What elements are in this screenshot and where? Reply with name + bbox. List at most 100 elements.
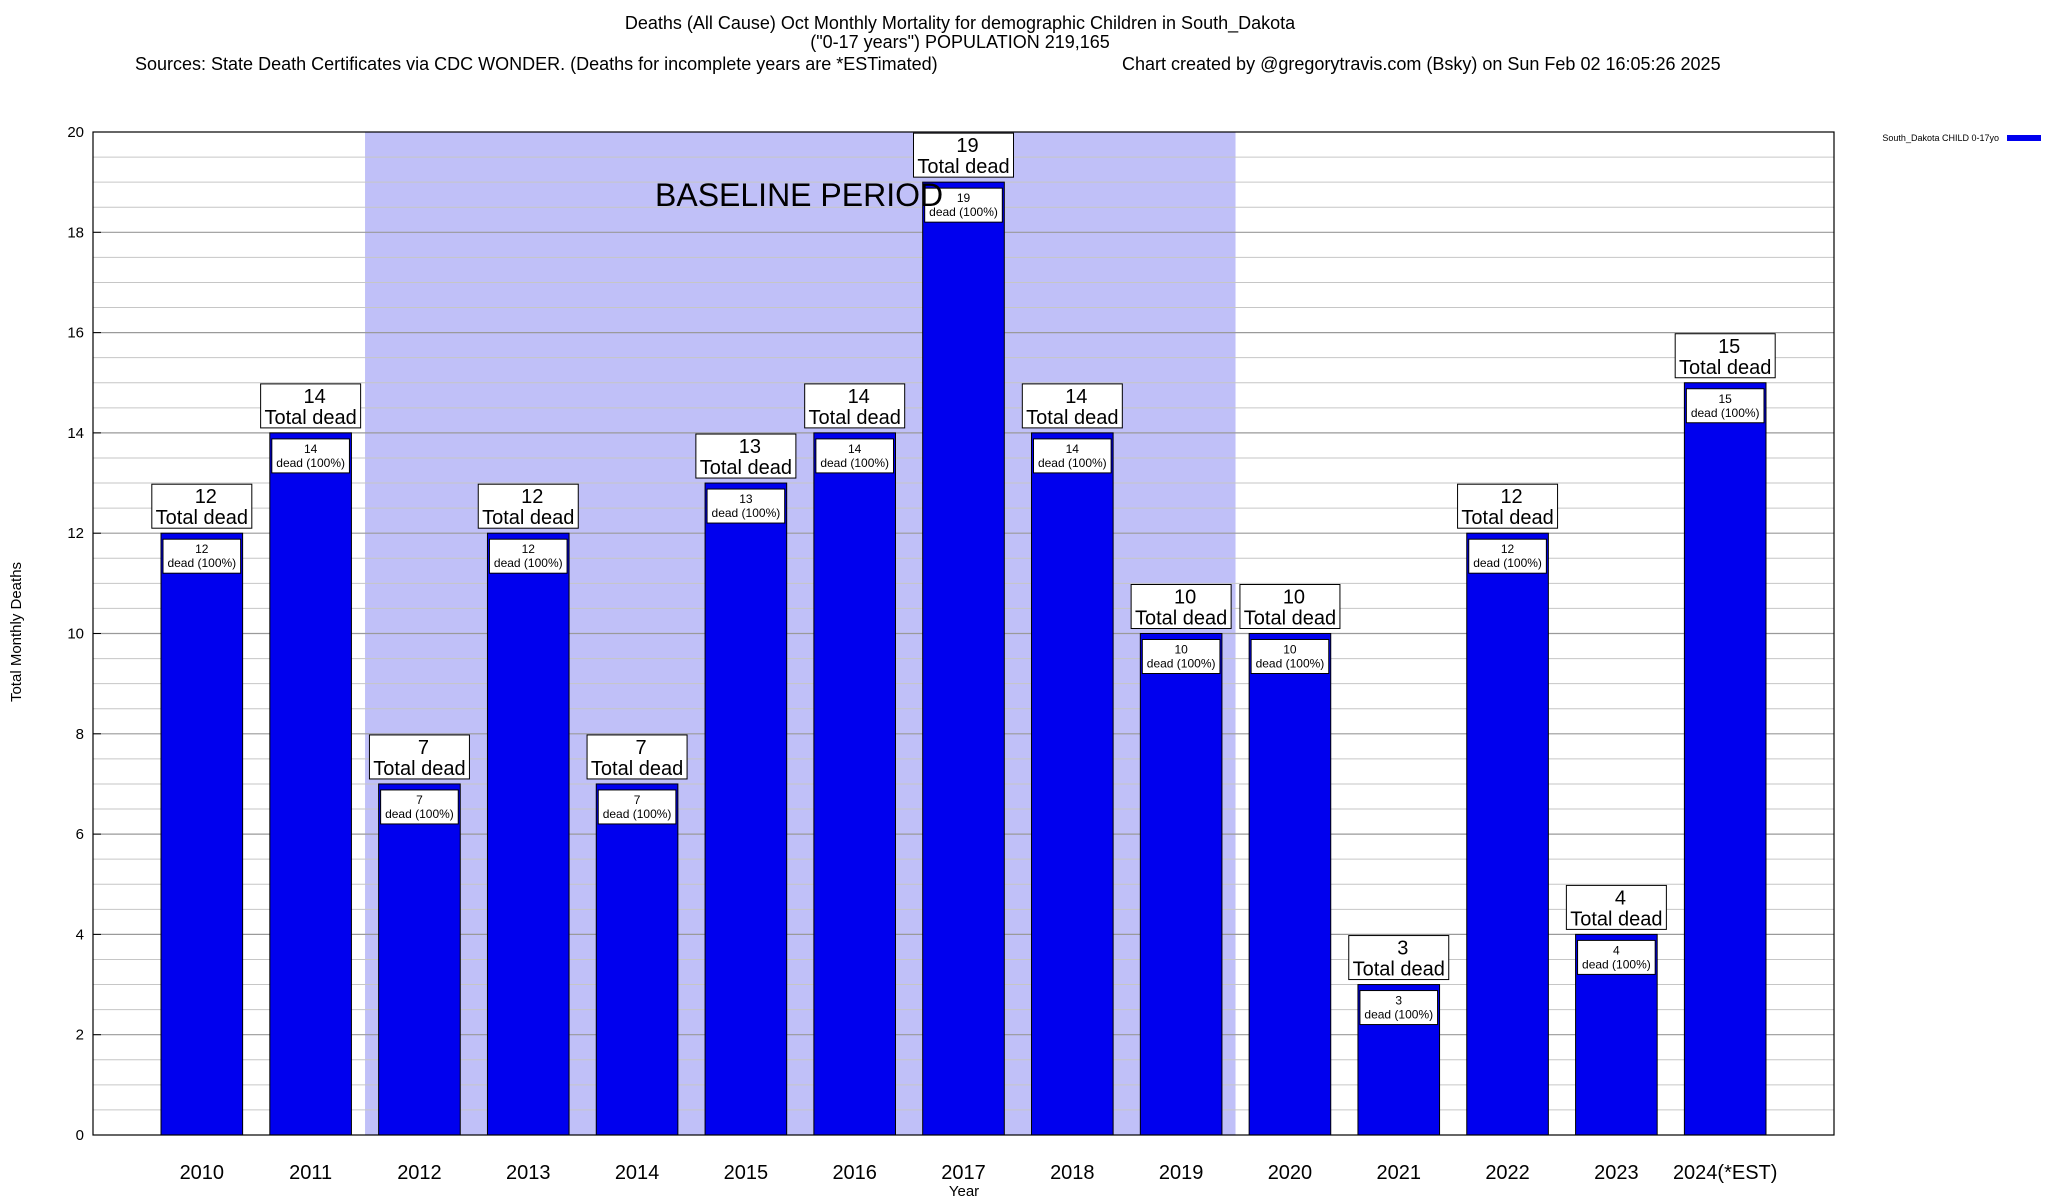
bar-total-label: Total dead [1244,608,1336,630]
bar-inner-label: dead (100%) [1147,657,1216,671]
bar-inner-label: dead (100%) [1364,1008,1433,1022]
x-tick-label: 2012 [397,1162,442,1184]
bar-inner-value: 10 [1174,643,1188,657]
bar-total-label-box [1674,333,1776,379]
bar-total-label-box [1348,935,1450,981]
bar-inner-label-box [1468,538,1547,574]
bar-total-value: 10 [1283,587,1305,609]
bar-inner-label: dead (100%) [276,456,345,470]
chart-credit: Chart created by @gregorytravis.com (Bsk… [1122,54,1721,74]
bar-inner-label-box [1359,990,1439,1026]
x-tick-label: 2022 [1485,1162,1530,1184]
bar-inner-label-box [1141,639,1221,674]
bar-inner-label-box [924,187,1003,223]
bar-total-label: Total dead [156,507,248,529]
bar-inner-value: 12 [522,542,536,556]
bar-total-label: Total dead [1026,407,1118,429]
bar-total-label-box [477,483,579,529]
bar-total-label-box [1130,584,1232,629]
bar-inner-value: 15 [1719,392,1733,406]
bar-inner-label-box [1033,438,1112,474]
bar-inner-value: 7 [416,793,423,807]
bar-total-value: 3 [1397,938,1408,960]
bar-inner-label-box [597,789,677,825]
bar [595,783,679,1136]
bar-inner-label: dead (100%) [494,556,563,570]
y-tick-label: 2 [76,1027,84,1044]
chart-title-block: Deaths (All Cause) Oct Monthly Mortality… [0,14,1920,52]
bar-total-label: Total dead [1570,908,1662,930]
bar-total-value: 12 [195,486,217,508]
y-tick-label: 18 [67,224,84,241]
bar-total-label-box [1457,483,1559,529]
bar-total-value: 15 [1718,336,1740,358]
x-tick-label: 2019 [1159,1162,1204,1184]
x-tick-label: 2014 [615,1162,660,1184]
bar-inner-label: dead (100%) [603,807,672,821]
bar-inner-label: dead (100%) [1256,657,1325,671]
bar-total-label: Total dead [482,507,574,529]
bar-inner-label: dead (100%) [712,506,781,520]
bar-total-label: Total dead [264,407,356,429]
bar-inner-label-box [706,488,786,524]
bar-total-value: 14 [848,386,870,408]
bar-total-label: Total dead [591,758,683,780]
bar-inner-value: 10 [1283,643,1297,657]
y-tick-label: 10 [67,626,84,643]
bar-total-label-box [368,734,470,780]
bar-inner-label-box [815,438,894,474]
bar-inner-value: 14 [1066,442,1080,456]
bar-total-value: 19 [956,135,978,157]
bar-inner-label: dead (100%) [1473,556,1542,570]
x-tick-label: 2017 [941,1162,986,1184]
bar-inner-value: 12 [195,542,209,556]
bar-inner-value: 14 [848,442,862,456]
bar-total-value: 7 [636,737,647,759]
bar-inner-label: dead (100%) [385,807,454,821]
bar-inner-value: 12 [1501,542,1515,556]
legend-swatch [2007,135,2041,141]
bar-inner-label-box [271,438,350,474]
y-tick-label: 4 [76,926,84,943]
bar-total-label: Total dead [1461,507,1553,529]
bar-total-label-box [1565,884,1667,930]
sources-note: Sources: State Death Certificates via CD… [135,54,938,74]
bar-total-label-box [586,734,688,780]
bar [378,783,461,1136]
bar-inner-value: 14 [304,442,318,456]
bar-total-label: Total dead [373,758,465,780]
bar [922,181,1005,1136]
bar-inner-label-box [380,789,459,825]
bar-inner-label-box [162,538,242,574]
bar-inner-label: dead (100%) [1582,957,1651,971]
bar [269,432,352,1136]
bar-total-value: 14 [1065,386,1087,408]
bar-inner-value: 19 [957,191,971,205]
x-tick-label: 2015 [724,1162,769,1184]
bar-total-label: Total dead [809,407,901,429]
legend-label: South_Dakota CHILD 0-17yo [1882,133,1999,143]
bar-inner-label-box [1685,388,1765,424]
bar-inner-label-box [488,538,568,574]
bar-inner-label: dead (100%) [1691,406,1760,420]
bar-total-value: 13 [739,436,761,458]
bar-total-label: Total dead [1679,357,1771,379]
bar [1031,432,1114,1136]
bar [704,482,788,1136]
bar-total-label-box [1239,584,1341,629]
bar-total-label: Total dead [700,457,792,479]
bar-total-label-box [151,483,253,529]
bar-total-label-box [913,132,1014,178]
bar-total-value: 7 [418,737,429,759]
x-tick-label: 2018 [1050,1162,1095,1184]
bar [160,532,244,1136]
bar-total-value: 12 [521,486,543,508]
y-axis-title: Total Monthly Deaths [8,562,25,702]
y-tick-label: 8 [76,726,84,743]
